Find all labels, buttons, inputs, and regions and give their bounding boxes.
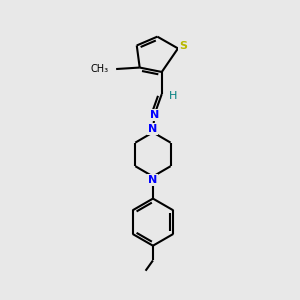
Text: N: N xyxy=(148,124,158,134)
Text: H: H xyxy=(169,91,177,100)
Text: N: N xyxy=(150,110,159,120)
Text: S: S xyxy=(179,41,187,51)
Text: N: N xyxy=(148,175,158,185)
Text: CH₃: CH₃ xyxy=(90,64,108,74)
